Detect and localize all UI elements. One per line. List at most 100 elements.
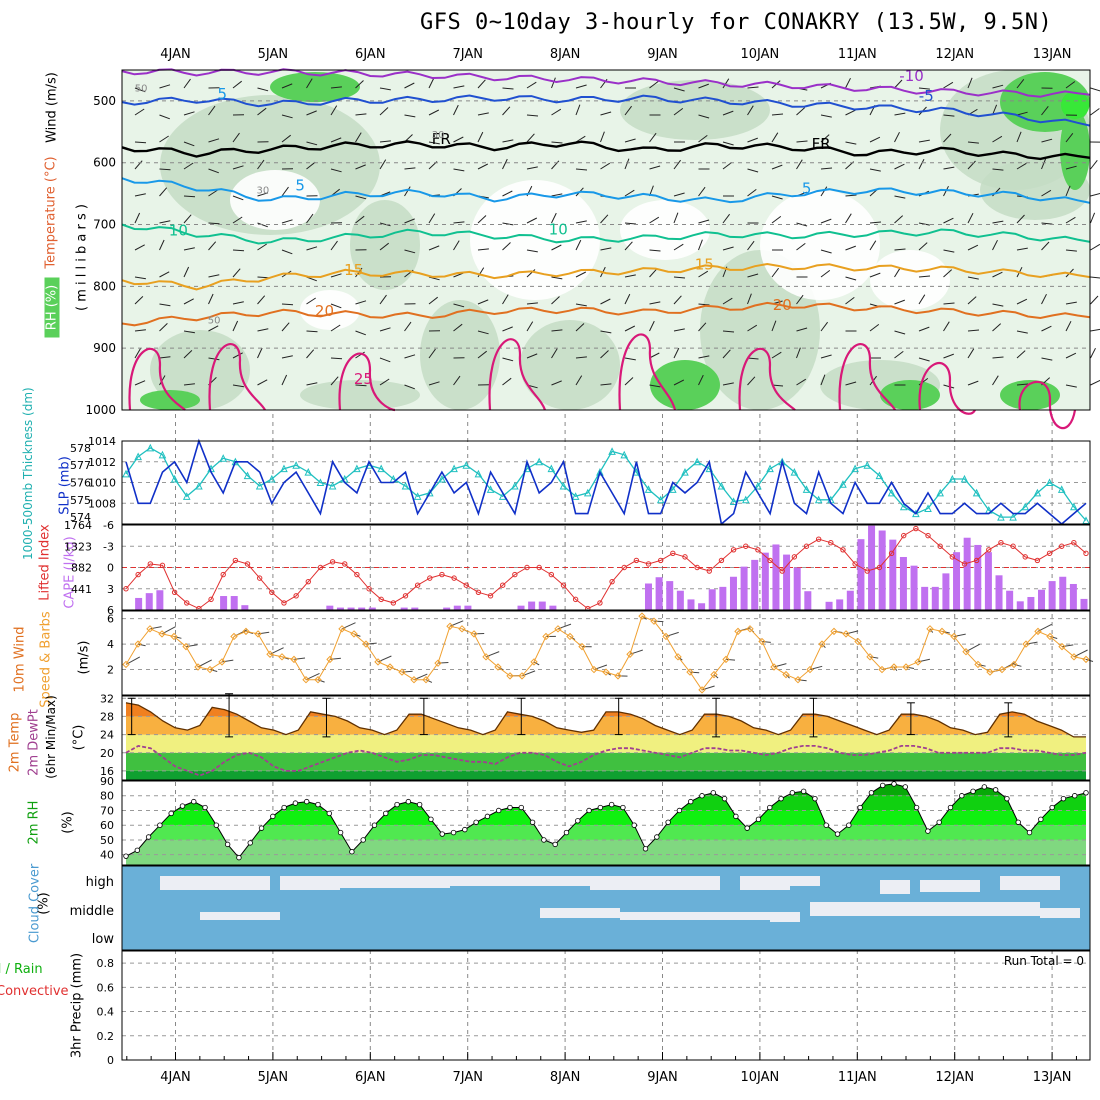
wind-barb	[649, 165, 661, 170]
wind10-barb	[1049, 635, 1058, 639]
wind-barb	[551, 108, 562, 116]
thickness-point	[596, 468, 604, 476]
wind-barb	[477, 112, 489, 116]
wind-barb	[355, 384, 367, 387]
wind-barb	[698, 219, 710, 224]
thickness-point	[316, 478, 325, 486]
rh-point	[326, 810, 332, 817]
rh-clear	[230, 170, 320, 230]
chart-title: GFS 0~10day 3-hourly for CONAKRY (13.5W,…	[420, 10, 1053, 35]
precip-tick: 0.2	[97, 1030, 115, 1043]
wind10-point	[770, 663, 778, 671]
wind-barb	[845, 296, 855, 305]
rh-point	[145, 834, 152, 840]
wind10-point	[458, 625, 466, 633]
wind-barb	[134, 160, 143, 170]
li-point	[1058, 543, 1065, 549]
rh-point	[800, 788, 807, 795]
wind-barb	[330, 273, 342, 278]
wind10-point	[1010, 660, 1018, 669]
wind10-barb	[689, 671, 700, 674]
li-point	[487, 593, 494, 599]
wind-barb	[134, 244, 145, 251]
wind-barb	[306, 110, 317, 116]
wind-barb	[747, 240, 755, 251]
thickness-point	[146, 443, 155, 452]
cape-bar	[666, 581, 674, 610]
wind10-barb	[761, 641, 771, 643]
rh-point	[439, 831, 445, 837]
date-label-bottom: 6JAN	[355, 1070, 386, 1085]
contour-label: 50	[208, 315, 221, 326]
rh-point	[755, 816, 762, 823]
wind-barb	[575, 104, 581, 116]
precip-tick: 0.8	[97, 957, 115, 970]
date-label-bottom: 7JAN	[452, 1070, 483, 1085]
thickness-point	[413, 492, 422, 500]
li-point	[621, 564, 627, 571]
wind-barb	[208, 274, 220, 278]
rh-point	[473, 819, 479, 825]
wind-barb	[379, 140, 391, 143]
wind-barb	[1065, 132, 1074, 143]
wind-barb	[796, 347, 801, 359]
wind-barb	[551, 329, 563, 332]
date-label-top: 6JAN	[355, 47, 386, 62]
cape-bar	[549, 605, 557, 610]
pressure-tick: 800	[93, 279, 116, 293]
li-point	[184, 600, 190, 606]
wind-barb	[453, 303, 465, 308]
rh-point	[586, 807, 592, 814]
cape-bar	[655, 577, 663, 610]
wind-barb	[673, 108, 684, 116]
upper-panel-frame	[121, 69, 1091, 411]
wind-barb	[943, 166, 955, 170]
wind-barb	[649, 352, 660, 359]
wind-barb	[1016, 383, 1029, 386]
wind-barb	[967, 380, 979, 386]
wind-barb	[918, 242, 928, 251]
cape-panel-frame	[121, 524, 1091, 611]
thickness-point	[158, 450, 167, 459]
wind-barb	[575, 239, 582, 251]
wind-barb	[379, 107, 389, 116]
li-tick: -3	[103, 540, 114, 553]
wind10-line	[125, 615, 1087, 691]
rh-point	[191, 798, 197, 805]
wind-barb	[1090, 87, 1100, 92]
date-label-top: 7JAN	[452, 47, 483, 62]
contour-label: 10	[169, 222, 188, 240]
wind-barb	[502, 87, 514, 90]
cloud-gap	[590, 876, 720, 890]
cape-bar	[230, 596, 238, 610]
wind-barb	[355, 351, 365, 359]
temperature-contour-25	[128, 347, 186, 411]
wind-barb	[134, 108, 145, 116]
wind-barb	[208, 325, 219, 332]
wind-barb	[1065, 301, 1077, 305]
wind-barb	[379, 222, 391, 227]
thickness-point	[912, 509, 920, 518]
wind-barb	[649, 268, 658, 278]
rh-point	[812, 795, 818, 802]
li-point	[888, 550, 895, 557]
wind-barb	[453, 240, 460, 251]
wind10-point	[902, 663, 910, 671]
li-point	[536, 564, 542, 571]
temp-band	[126, 702, 1086, 717]
date-label-bottom: 5JAN	[258, 1070, 289, 1085]
wind-barb	[698, 186, 706, 197]
cloud-gap	[770, 912, 800, 922]
thickness-point	[693, 457, 701, 466]
date-label-top: 12JAN	[935, 47, 974, 62]
cloud-gap	[790, 876, 820, 886]
wind10-point	[290, 655, 298, 664]
wind-barb	[575, 323, 585, 332]
contour-label: 15	[344, 261, 363, 279]
wind-barb	[820, 134, 830, 143]
wind10-point	[434, 659, 442, 667]
wind-barb	[575, 375, 583, 386]
wind10-point	[614, 672, 622, 680]
rh-point	[213, 822, 220, 828]
wind10-point	[1022, 640, 1030, 648]
